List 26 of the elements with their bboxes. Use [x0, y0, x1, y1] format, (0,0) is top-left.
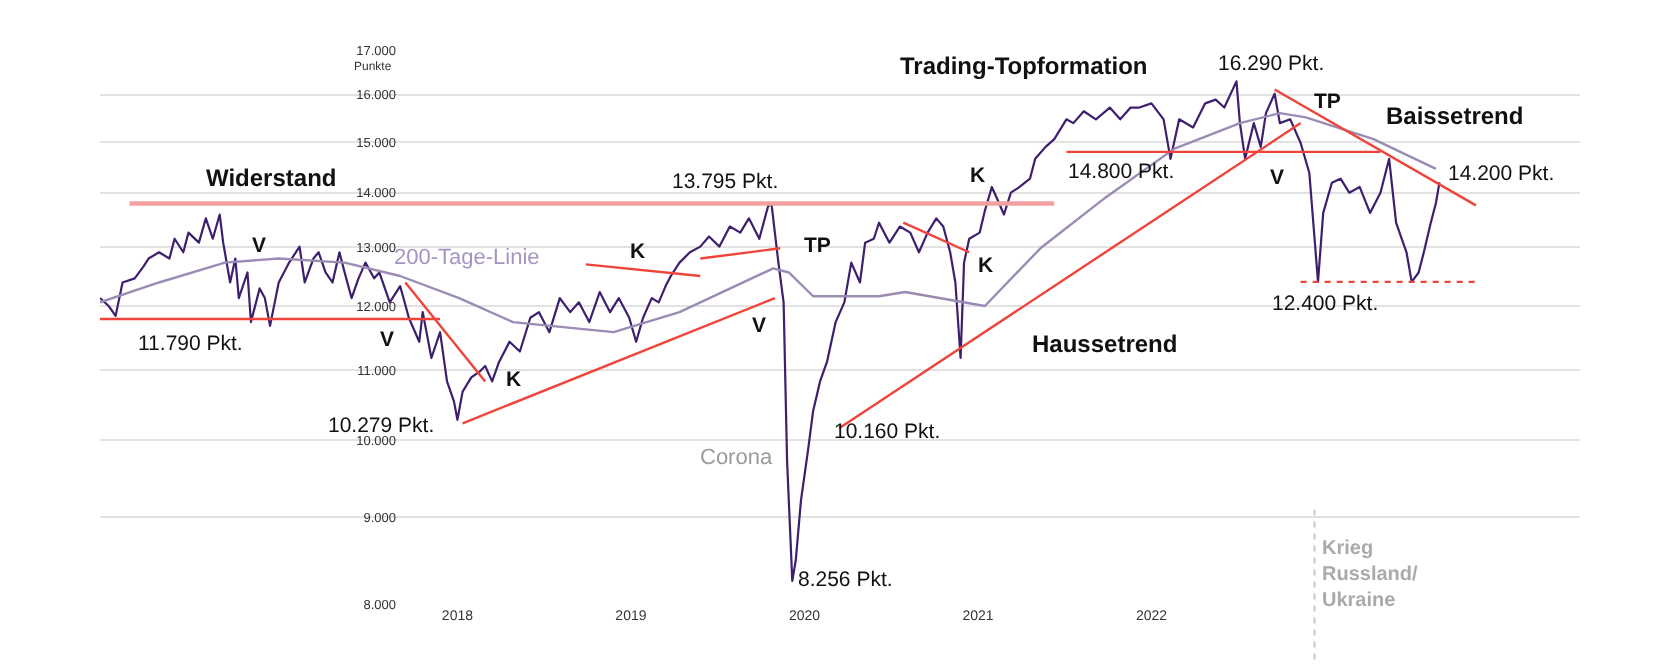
annotation: 16.290 Pkt. [1218, 52, 1325, 76]
annotation: 12.400 Pkt. [1272, 292, 1379, 316]
annotation: K [630, 240, 646, 264]
annotation: V [380, 328, 395, 352]
annotation: K [506, 368, 522, 392]
ref-line-label: Krieg Russland/ Ukraine [1322, 538, 1419, 612]
annotation: V [1270, 166, 1285, 190]
annotation: TP [1314, 90, 1341, 114]
annotation: 14.800 Pkt. [1068, 160, 1175, 184]
annotation: 10.160 Pkt. [834, 420, 941, 444]
annotation: Baissetrend [1386, 102, 1524, 130]
annotation: 8.256 Pkt. [798, 568, 893, 592]
annotation: 13.795 Pkt. [672, 170, 779, 194]
annotation: 14.200 Pkt. [1448, 162, 1555, 186]
annotation: 11.790 Pkt. [138, 332, 243, 356]
annotation: 10.279 Pkt. [328, 414, 435, 438]
annotation: Corona [700, 446, 774, 470]
annotation: Haussetrend [1032, 330, 1178, 358]
annotation: K [978, 254, 994, 278]
annotation: V [752, 314, 767, 338]
annotation: 200-Tage-Linie [394, 246, 540, 270]
annotation: TP [804, 234, 831, 258]
annotation: Widerstand [206, 164, 337, 192]
annotation: V [252, 234, 267, 258]
annotation: Trading-Topformation [900, 52, 1148, 80]
annotation: K [970, 164, 986, 188]
